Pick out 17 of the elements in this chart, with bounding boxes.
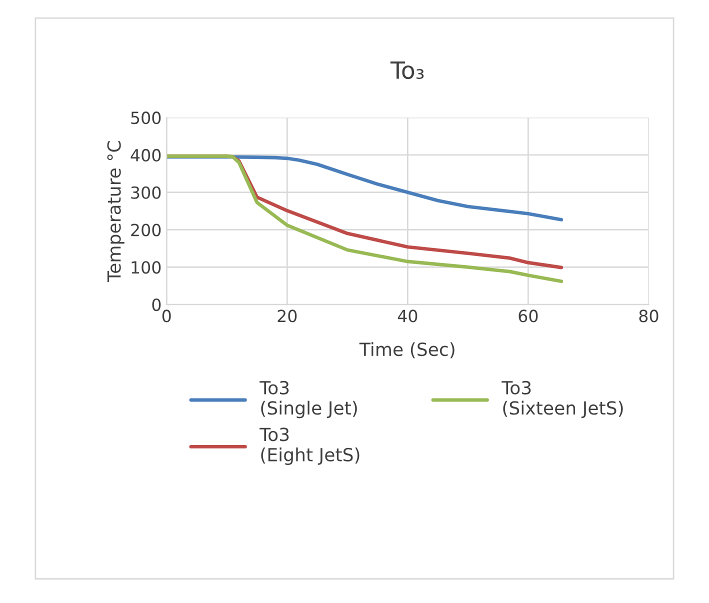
x-tick-label: 20	[278, 310, 297, 322]
x-tick-label: 0	[162, 310, 171, 322]
chart-title: To₃	[390, 61, 424, 80]
x-tick-label: 60	[518, 310, 538, 322]
x-tick-label: 40	[398, 310, 418, 322]
legend-label: To3 (Single Jet)	[260, 380, 357, 418]
legend-label: To3 (Sixteen JetS)	[502, 380, 623, 418]
y-tick-label: 0	[152, 298, 161, 312]
x-tick-label: 80	[639, 310, 658, 322]
legend-label: To3 (Eight JetS)	[260, 428, 360, 465]
y-tick-label: 200	[131, 224, 161, 236]
y-axis-title: Temperature °C	[107, 141, 124, 282]
y-tick-label: 300	[131, 186, 161, 199]
y-tick-label: 500	[131, 112, 161, 124]
y-tick-label: 400	[130, 148, 161, 162]
y-tick-label: 100	[132, 261, 161, 274]
x-axis-title: Time (Sec)	[359, 342, 454, 358]
